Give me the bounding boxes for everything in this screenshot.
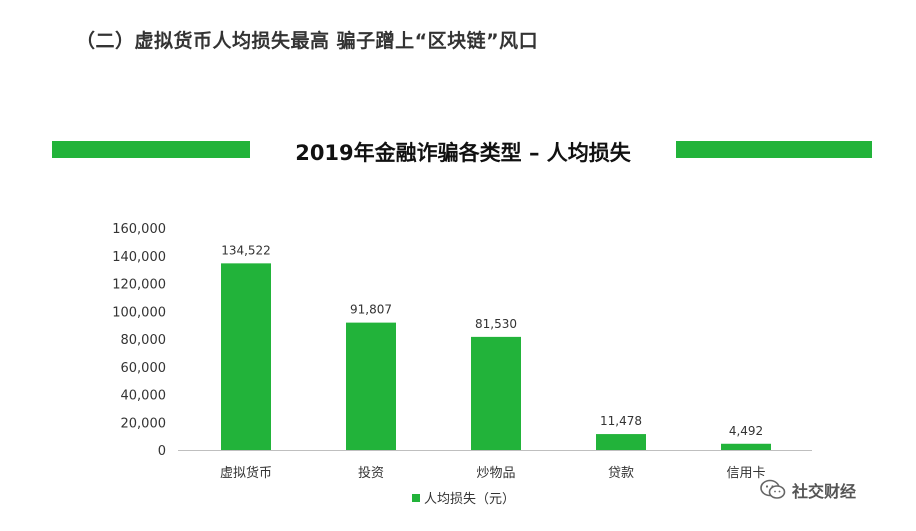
y-tick-label: 0: [158, 444, 166, 459]
title-bar-left: [52, 141, 250, 158]
x-tick-label: 贷款: [608, 466, 634, 481]
y-tick-label: 20,000: [121, 416, 167, 431]
watermark: 社交财经: [760, 478, 856, 502]
x-tick-label: 炒物品: [476, 466, 515, 481]
bar: [346, 322, 396, 450]
bar-value-label: 4,492: [729, 424, 763, 438]
watermark-text: 社交财经: [792, 482, 857, 501]
bar-value-label: 91,807: [350, 303, 392, 317]
bar-value-label: 134,522: [221, 243, 271, 257]
bar: [596, 434, 646, 450]
y-tick-label: 40,000: [121, 389, 167, 404]
legend: 人均损失（元）: [412, 492, 515, 507]
y-tick-label: 80,000: [121, 333, 167, 348]
section-heading: （二）虚拟货币人均损失最高 骗子蹭上“区块链”风口: [76, 30, 539, 52]
title-bar-right: [676, 141, 872, 158]
bar-value-label: 81,530: [475, 317, 517, 331]
bar-value-label: 11,478: [600, 414, 642, 428]
y-tick-label: 60,000: [121, 361, 167, 376]
legend-label: 人均损失（元）: [424, 492, 515, 507]
y-tick-label: 120,000: [112, 278, 166, 293]
bar: [471, 336, 521, 450]
x-tick-label: 信用卡: [726, 466, 765, 481]
x-tick-label: 虚拟货币: [220, 465, 272, 481]
bar: [721, 443, 771, 450]
y-tick-label: 160,000: [112, 222, 166, 237]
bars: [221, 263, 771, 450]
x-tick-label: 投资: [358, 465, 384, 481]
y-tick-label: 140,000: [112, 250, 166, 265]
wechat-icon: [760, 479, 786, 501]
data-labels: 134,522 91,807 81,530 11,478 4,492: [221, 243, 763, 437]
y-axis-ticks: 0 20,000 40,000 60,000 80,000 100,000 120,000 1…: [112, 222, 166, 459]
bar: [221, 263, 271, 450]
x-axis-ticks: 虚拟货币 投资 炒物品 贷款 信用卡: [220, 465, 766, 481]
y-tick-label: 100,000: [112, 305, 166, 320]
chart-title: 2019年金融诈骗各类型 – 人均损失: [295, 141, 631, 165]
legend-swatch: [412, 494, 420, 502]
